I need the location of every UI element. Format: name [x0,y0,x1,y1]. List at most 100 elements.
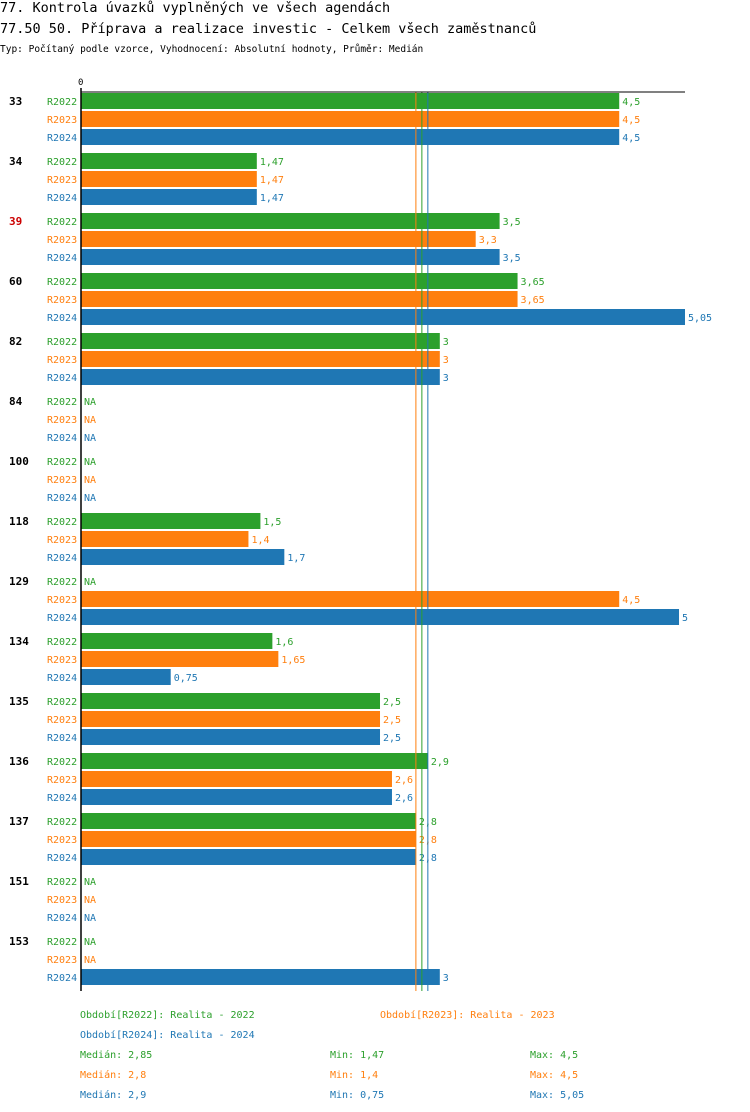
series-label: R2022 [47,337,77,348]
na-label: NA [84,877,96,888]
data-label: 0,75 [174,673,198,684]
data-label: 4,5 [622,133,640,144]
data-label: 5,05 [688,313,712,324]
bar [81,549,285,565]
bar [81,189,257,205]
series-label: R2023 [47,715,77,726]
bar [81,129,620,145]
data-label: 2,5 [383,715,401,726]
bar [81,153,257,169]
bar [81,609,680,625]
data-label: 4,5 [622,115,640,126]
series-label: R2023 [47,115,77,126]
data-label: 3,65 [521,277,545,288]
bar [81,291,518,307]
legend-min: Min: 1,47 [330,1050,384,1061]
series-label: R2022 [47,277,77,288]
data-label: 3,3 [479,235,497,246]
chart-title: 77. Kontrola úvazků vyplněných ve všech … [0,0,391,16]
series-label: R2022 [47,937,77,948]
category-label: 82 [9,335,22,348]
category-label: 34 [9,155,23,168]
data-label: 1,65 [281,655,305,666]
series-label: R2023 [47,475,77,486]
data-label: 2,6 [395,775,413,786]
series-label: R2024 [47,433,77,444]
series-label: R2024 [47,733,77,744]
data-label: 1,7 [287,553,305,564]
series-label: R2022 [47,577,77,588]
series-label: R2024 [47,493,77,504]
legend-max: Max: 4,5 [530,1050,578,1061]
na-label: NA [84,475,96,486]
legend-min: Min: 0,75 [330,1090,384,1101]
series-label: R2024 [47,313,77,324]
chart-subtitle: 77.50 50. Příprava a realizace investic … [0,21,537,37]
series-label: R2024 [47,673,77,684]
series-label: R2022 [47,817,77,828]
legend-max: Max: 5,05 [530,1090,584,1101]
data-label: 5 [682,613,688,624]
bar [81,753,428,769]
bar [81,669,171,685]
data-label: 3,65 [521,295,545,306]
data-label: 1,47 [260,157,284,168]
series-label: R2022 [47,637,77,648]
series-label: R2023 [47,295,77,306]
category-label: 39 [9,215,22,228]
series-label: R2023 [47,175,77,186]
series-label: R2023 [47,535,77,546]
bar [81,93,620,109]
legend-median: Medián: 2,85 [80,1049,152,1061]
bar [81,333,440,349]
series-label: R2022 [47,697,77,708]
series-label: R2024 [47,973,77,984]
series-label: R2023 [47,415,77,426]
data-label: 3,5 [503,217,521,228]
series-label: R2023 [47,955,77,966]
data-label: 4,5 [622,595,640,606]
series-label: R2024 [47,133,77,144]
data-label: 1,47 [260,175,284,186]
category-label: 137 [9,815,29,828]
legend-max: Max: 4,5 [530,1070,578,1081]
category-label: 100 [9,455,29,468]
series-label: R2023 [47,235,77,246]
series-label: R2024 [47,613,77,624]
category-label: 134 [9,635,29,648]
series-label: R2022 [47,97,77,108]
series-label: R2023 [47,655,77,666]
bar [81,729,381,745]
na-label: NA [84,895,96,906]
series-label: R2024 [47,193,77,204]
series-label: R2024 [47,913,77,924]
chart-type-line: Typ: Počítaný podle vzorce, Vyhodnocení:… [0,44,424,55]
data-label: 3 [443,355,449,366]
na-label: NA [84,913,96,924]
series-label: R2022 [47,457,77,468]
category-label: 118 [9,515,29,528]
series-label: R2023 [47,835,77,846]
series-label: R2023 [47,775,77,786]
na-label: NA [84,937,96,948]
bar [81,651,279,667]
series-label: R2022 [47,397,77,408]
series-label: R2023 [47,355,77,366]
bar [81,111,620,127]
series-label: R2023 [47,895,77,906]
legend-median: Medián: 2,9 [80,1089,146,1101]
bar [81,849,416,865]
na-label: NA [84,955,96,966]
bar [81,171,257,187]
bar [81,369,440,385]
na-label: NA [84,415,96,426]
data-label: 1,4 [251,535,269,546]
legend-median: Medián: 2,8 [80,1069,146,1081]
data-label: 1,5 [263,517,281,528]
data-label: 2,5 [383,697,401,708]
na-label: NA [84,577,96,588]
bar [81,213,500,229]
bar [81,351,440,367]
na-label: NA [84,433,96,444]
data-label: 2,5 [383,733,401,744]
